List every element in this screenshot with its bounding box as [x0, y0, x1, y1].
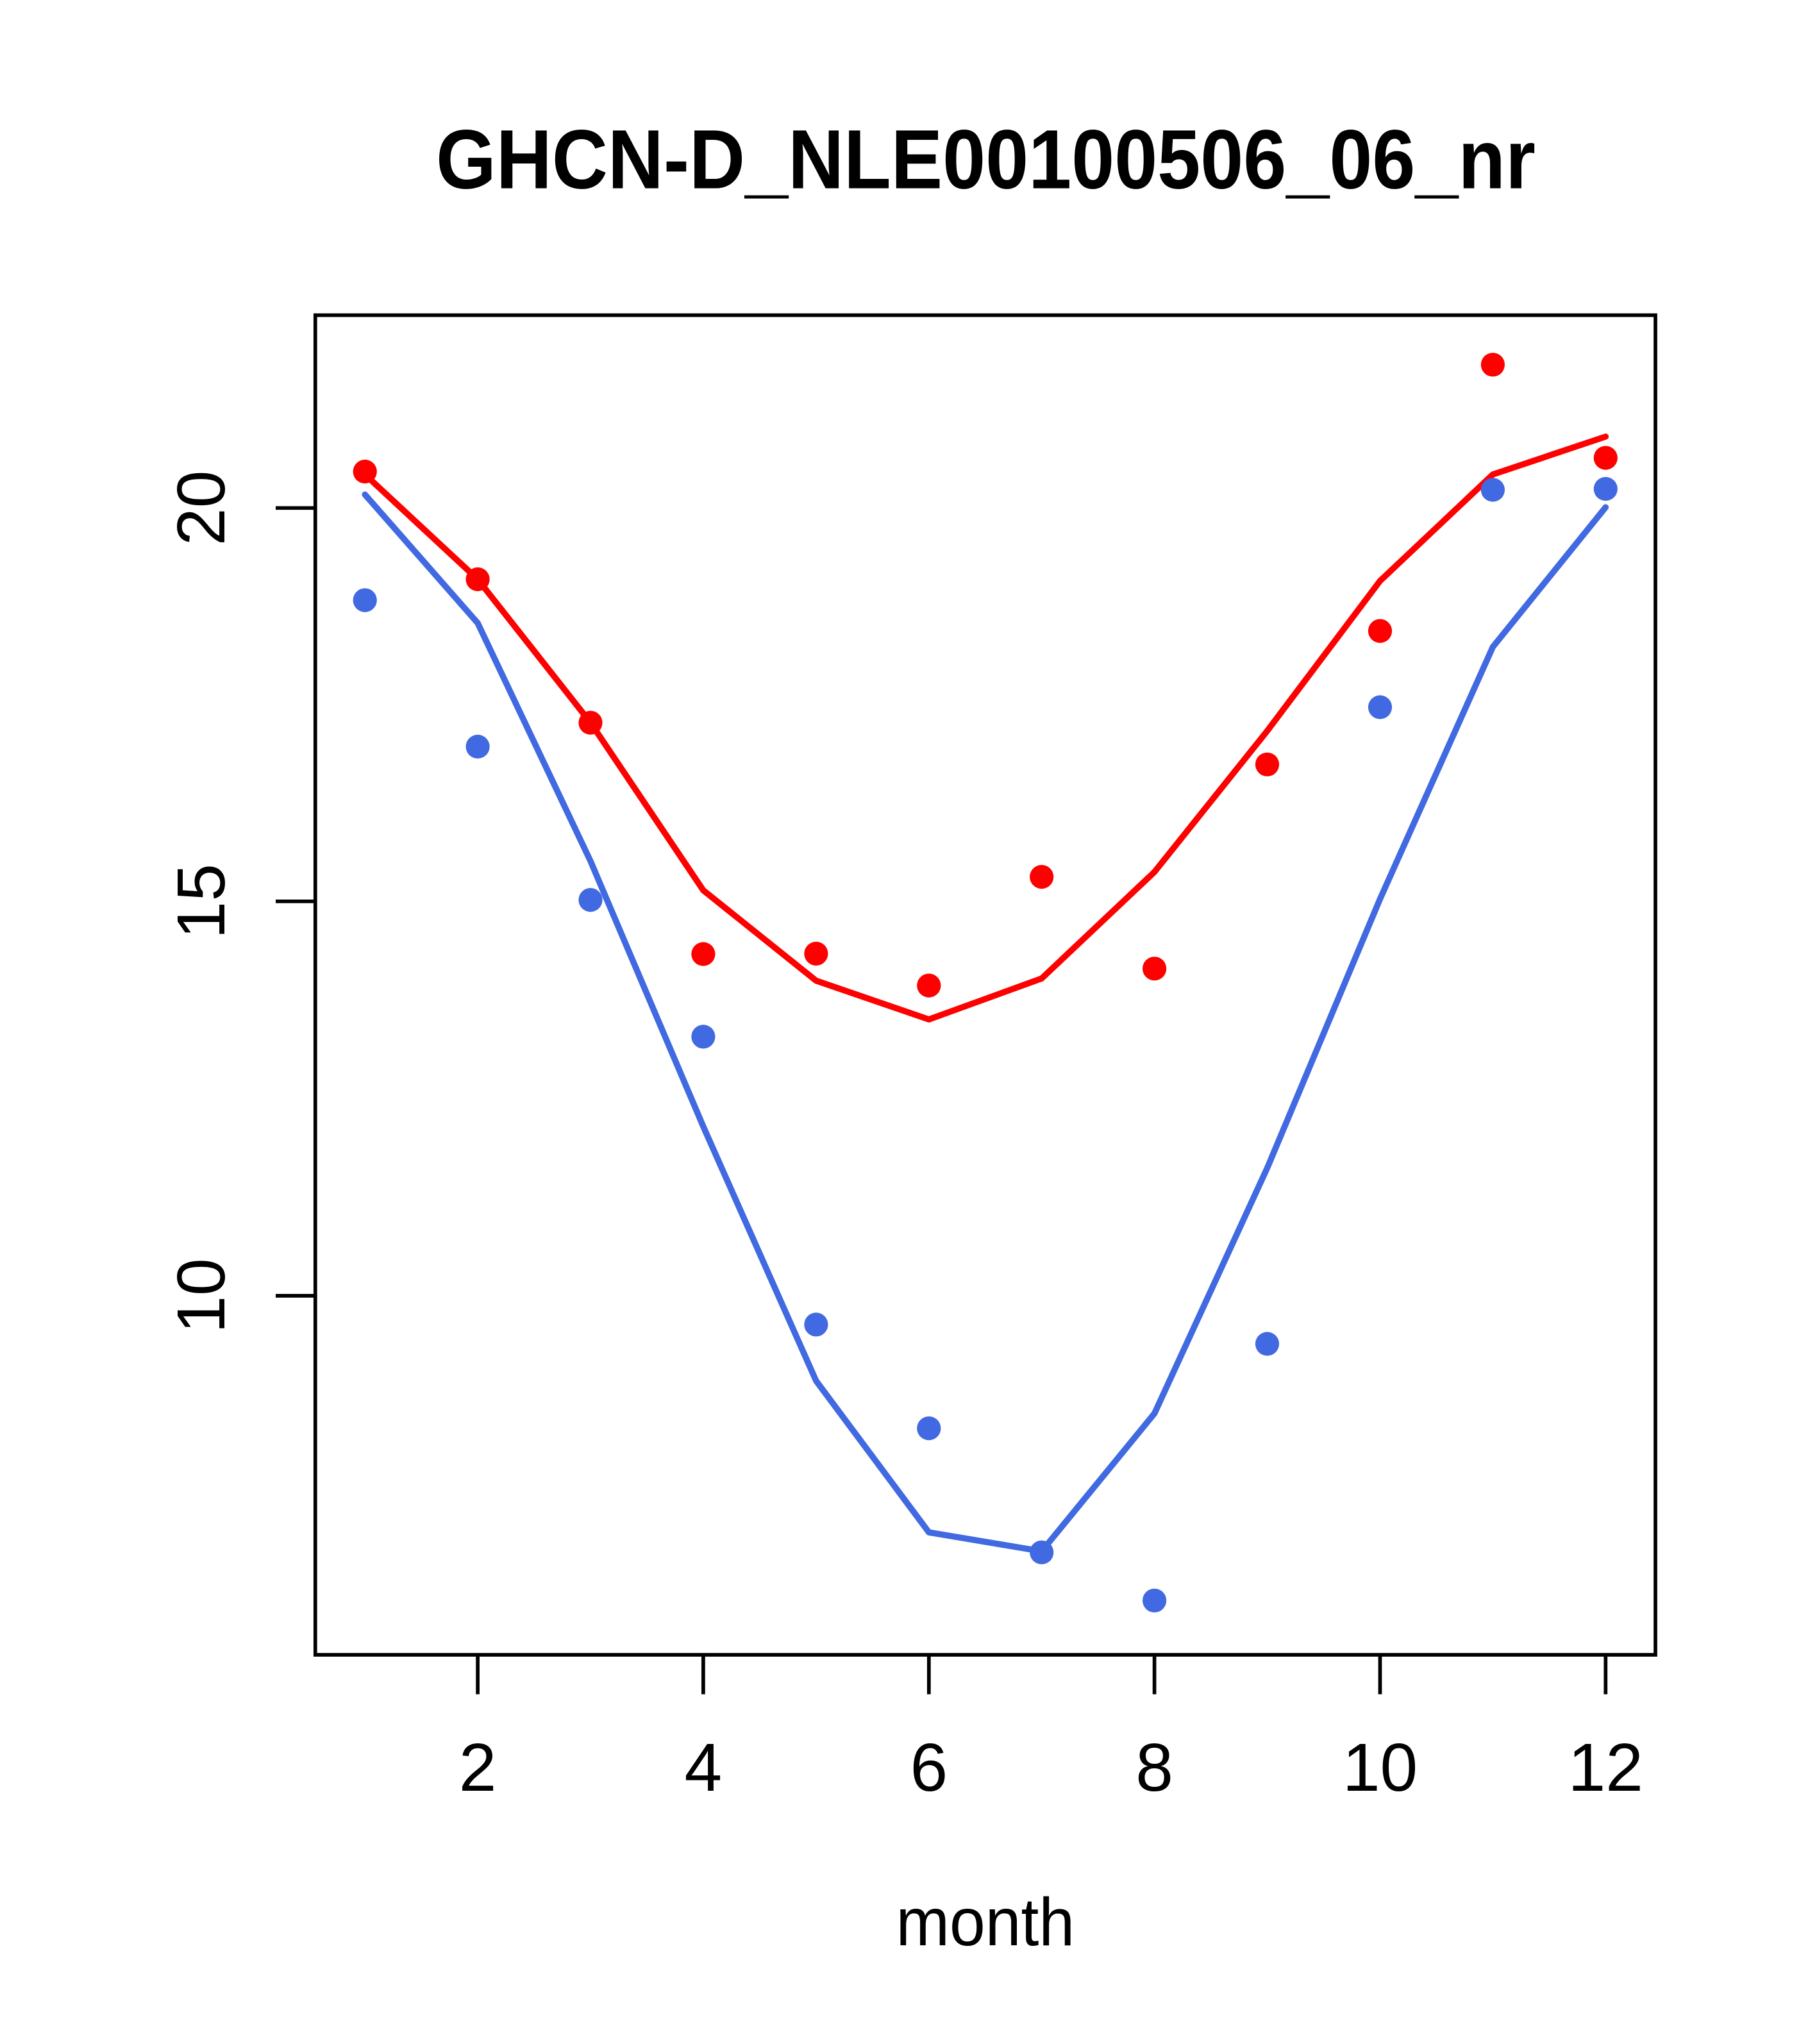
svg-text:8: 8: [1135, 1730, 1173, 1805]
svg-text:10: 10: [1343, 1730, 1418, 1805]
svg-text:15: 15: [163, 864, 239, 939]
svg-text:6: 6: [910, 1730, 948, 1805]
svg-text:20: 20: [163, 471, 239, 546]
svg-text:2: 2: [459, 1730, 497, 1805]
svg-text:GHCN-D_NLE00100506_06_nr: GHCN-D_NLE00100506_06_nr: [436, 112, 1536, 206]
svg-text:4: 4: [685, 1730, 723, 1805]
svg-text:month: month: [896, 1884, 1075, 1960]
svg-text:10: 10: [163, 1258, 239, 1333]
svg-text:12: 12: [1568, 1730, 1643, 1805]
